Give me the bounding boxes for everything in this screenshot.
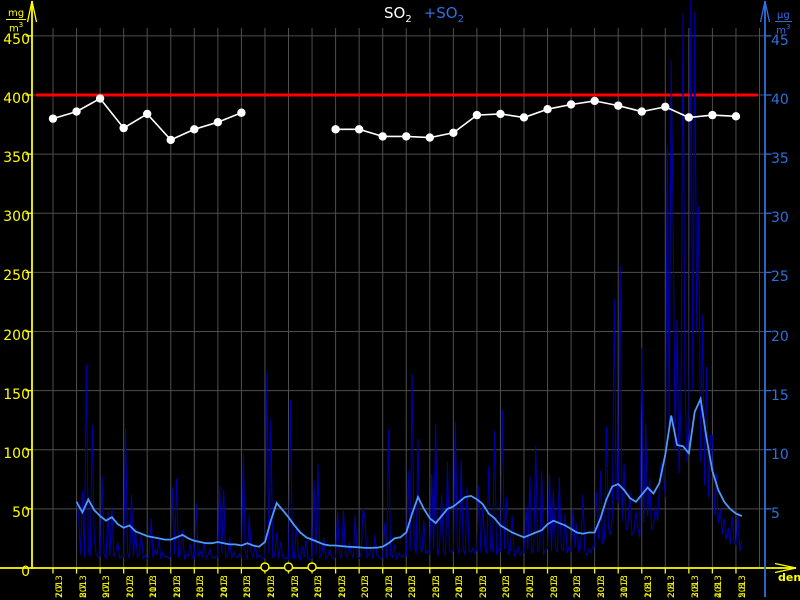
- title-series-blue: +SO2: [423, 4, 464, 25]
- daily-point-marker: [166, 135, 175, 145]
- daily-point-marker: [496, 109, 505, 119]
- daily-point-marker: [637, 107, 646, 116]
- daily-point-marker: [143, 109, 152, 119]
- missing-data-markers: [260, 562, 317, 572]
- daily-point-marker: [402, 132, 411, 141]
- left-axis-unit: mg m3: [6, 8, 27, 35]
- series-so2-average: [75, 395, 743, 549]
- daily-point-marker: [590, 96, 599, 106]
- daily-point-marker: [425, 133, 434, 142]
- left-unit-denominator: m3: [8, 21, 24, 35]
- daily-point-marker: [566, 100, 576, 109]
- daily-point-marker: [48, 114, 58, 123]
- series-so2-highfreq: [76, 0, 743, 562]
- x-axis-arrow: [774, 562, 797, 574]
- daily-point-marker: [213, 117, 223, 127]
- daily-point-marker: [472, 110, 482, 120]
- daily-point-marker: [731, 112, 741, 121]
- missing-day-circle: [260, 562, 270, 572]
- missing-day-circle: [283, 562, 294, 572]
- right-unit-denominator: m3: [776, 23, 791, 37]
- title-series-white: SO2: [384, 4, 412, 25]
- daily-point-marker: [519, 113, 529, 122]
- daily-point-marker: [190, 125, 199, 134]
- right-unit-numerator: µg: [775, 10, 792, 22]
- daily-point-marker: [684, 113, 694, 122]
- left-unit-numerator: mg: [6, 8, 27, 20]
- daily-point-marker: [72, 107, 81, 116]
- daily-point-marker: [543, 104, 552, 114]
- daily-point-marker: [378, 132, 387, 141]
- missing-day-circle: [307, 562, 317, 572]
- right-axis-arrow: [759, 0, 771, 23]
- daily-point-marker: [237, 108, 246, 117]
- daily-point-marker: [708, 110, 717, 120]
- daily-point-marker: [614, 101, 623, 110]
- daily-point-marker: [449, 128, 458, 138]
- daily-point-marker: [119, 123, 128, 133]
- series-so2-daily: [48, 94, 741, 145]
- daily-point-marker: [95, 94, 105, 103]
- daily-point-marker: [661, 102, 670, 112]
- axis-ticks: [25, 35, 772, 574]
- left-axis-arrow: [26, 0, 38, 23]
- daily-point-marker: [354, 125, 364, 134]
- right-axis-unit: µg m3: [775, 10, 792, 36]
- chart-title: SO2 +SO2: [384, 4, 464, 25]
- daily-point-marker: [331, 125, 340, 134]
- x-axis-unit-label: den: [778, 571, 800, 584]
